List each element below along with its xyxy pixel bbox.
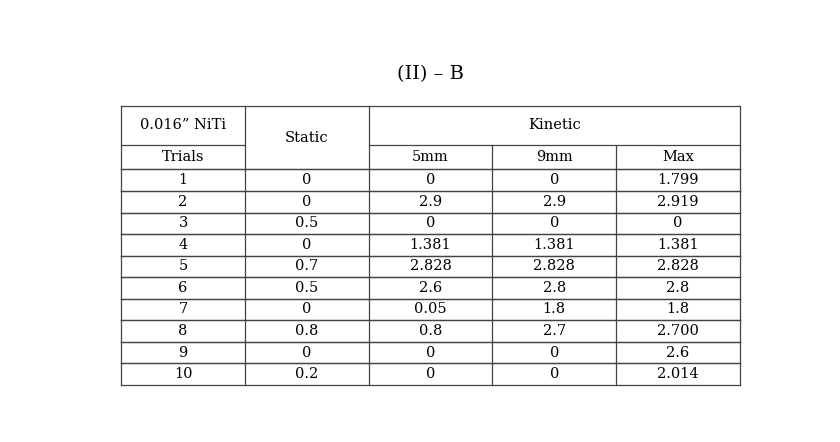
Text: 2: 2: [178, 195, 188, 209]
Text: 1.381: 1.381: [410, 238, 451, 252]
Text: 2.7: 2.7: [543, 324, 566, 338]
Text: 8: 8: [178, 324, 188, 338]
Text: 2.8: 2.8: [543, 281, 566, 295]
Text: 0: 0: [302, 346, 312, 359]
Text: 6: 6: [178, 281, 188, 295]
Text: 2.919: 2.919: [657, 195, 699, 209]
Text: 0: 0: [426, 173, 435, 187]
Text: 0: 0: [302, 173, 312, 187]
Text: 1.799: 1.799: [657, 173, 699, 187]
Text: 2.828: 2.828: [533, 259, 575, 274]
Text: 2.014: 2.014: [657, 367, 699, 381]
Text: 5: 5: [178, 259, 188, 274]
Text: 0.5: 0.5: [295, 281, 318, 295]
Text: 0: 0: [302, 302, 312, 316]
Text: 9: 9: [178, 346, 188, 359]
Text: 2.6: 2.6: [666, 346, 690, 359]
Text: 0: 0: [302, 195, 312, 209]
Text: 1: 1: [179, 173, 187, 187]
Text: 2.9: 2.9: [543, 195, 566, 209]
Text: 2.828: 2.828: [657, 259, 699, 274]
Text: 3: 3: [178, 216, 188, 230]
Text: (II) – B: (II) – B: [397, 65, 464, 83]
Text: 1.381: 1.381: [533, 238, 575, 252]
Text: 2.700: 2.700: [657, 324, 699, 338]
Text: 2.9: 2.9: [419, 195, 442, 209]
Text: 0: 0: [426, 367, 435, 381]
Text: 0: 0: [549, 367, 559, 381]
Text: 0: 0: [549, 346, 559, 359]
Text: 2.6: 2.6: [419, 281, 442, 295]
Text: 0.8: 0.8: [295, 324, 318, 338]
Text: 0.016” NiTi: 0.016” NiTi: [140, 118, 226, 132]
Text: 0.8: 0.8: [419, 324, 442, 338]
Text: 0.5: 0.5: [295, 216, 318, 230]
Text: 4: 4: [178, 238, 188, 252]
Text: 0.05: 0.05: [414, 302, 447, 316]
Text: 1.8: 1.8: [543, 302, 566, 316]
Text: 1.381: 1.381: [657, 238, 699, 252]
Text: 0: 0: [426, 346, 435, 359]
Text: Max: Max: [662, 150, 694, 164]
Text: 0.7: 0.7: [295, 259, 318, 274]
Text: Static: Static: [285, 131, 328, 145]
Text: Trials: Trials: [162, 150, 204, 164]
Text: 0: 0: [426, 216, 435, 230]
Text: 2.8: 2.8: [666, 281, 690, 295]
Text: 7: 7: [178, 302, 188, 316]
Text: 2.828: 2.828: [410, 259, 451, 274]
Text: Kinetic: Kinetic: [528, 118, 580, 132]
Text: 1.8: 1.8: [666, 302, 690, 316]
Text: 0: 0: [549, 216, 559, 230]
Text: 9mm: 9mm: [536, 150, 573, 164]
Text: 0: 0: [549, 173, 559, 187]
Text: 5mm: 5mm: [412, 150, 449, 164]
Text: 0: 0: [673, 216, 683, 230]
Text: 10: 10: [174, 367, 192, 381]
Text: 0.2: 0.2: [295, 367, 318, 381]
Text: 0: 0: [302, 238, 312, 252]
